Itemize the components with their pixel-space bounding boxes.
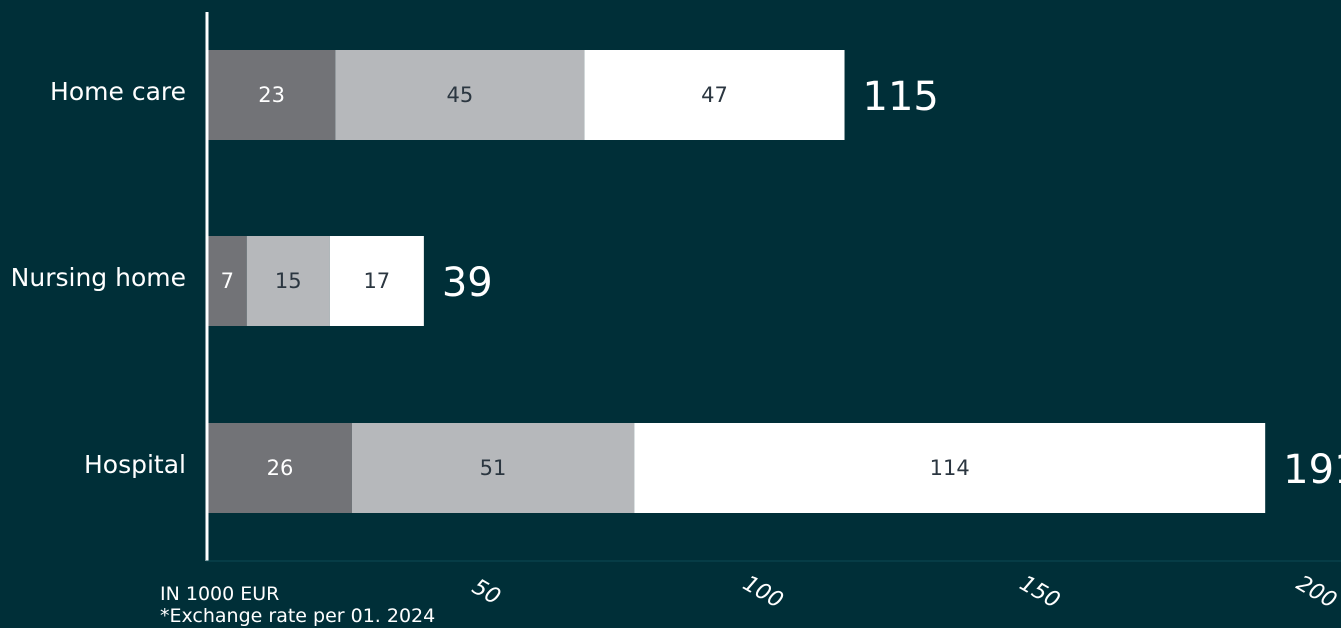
segment-value-label: 45: [446, 83, 473, 107]
segment-value-label: 51: [480, 456, 507, 480]
bars-group: 23 45 47 7 15 17 26 51 114: [208, 50, 1266, 513]
exchange-rate-note: *Exchange rate per 01. 2024: [160, 605, 436, 627]
x-tick-label: 50: [468, 575, 505, 611]
category-label: Nursing home: [11, 263, 186, 292]
category-label: Hospital: [84, 450, 186, 479]
bar-segment: [329, 236, 424, 326]
bar-segment: [335, 50, 585, 140]
segment-value-label: 15: [275, 269, 302, 293]
segment-value-label: 114: [930, 456, 970, 480]
segment-value-label: 7: [221, 269, 234, 293]
bar-total-label: 115: [863, 74, 939, 120]
category-labels: Home care Nursing home Hospital: [11, 77, 186, 479]
bar-total-label: 191: [1283, 447, 1341, 493]
segment-value-label: 26: [267, 456, 294, 480]
category-label: Home care: [50, 77, 186, 106]
bar-segment: [246, 236, 330, 326]
x-tick-label: 150: [1015, 571, 1064, 614]
bar-segment: [584, 50, 845, 140]
bar-segment: [634, 423, 1266, 513]
bar-segment: [208, 50, 336, 140]
unit-note: IN 1000 EUR: [160, 583, 280, 605]
bar-segment: [208, 423, 352, 513]
segment-value-label: 23: [258, 83, 285, 107]
segment-value-label: 17: [363, 269, 390, 293]
segment-value-label: 47: [701, 83, 728, 107]
total-labels: 115 39 191: [442, 74, 1341, 493]
bar-segment: [351, 423, 635, 513]
x-tick-label: 200: [1292, 571, 1341, 614]
x-tick-labels: 50 100 150 200: [468, 571, 1341, 614]
x-tick-label: 100: [738, 571, 787, 614]
bar-total-label: 39: [442, 260, 493, 306]
bar-segment: [208, 236, 247, 326]
